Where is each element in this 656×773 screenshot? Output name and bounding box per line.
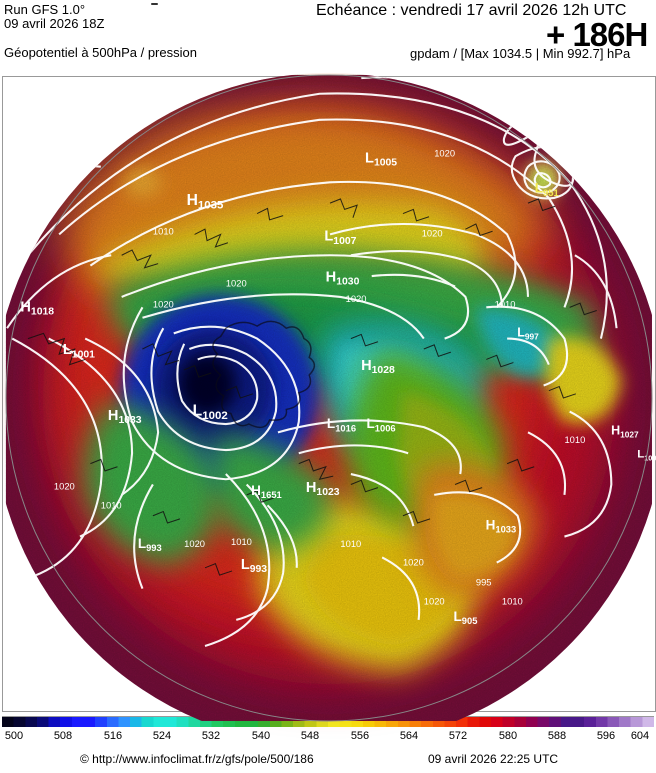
svg-text:1020: 1020 [184, 539, 205, 549]
svg-text:1020: 1020 [424, 596, 445, 606]
svg-text:1008: 1008 [44, 169, 65, 179]
svg-text:1010: 1010 [502, 596, 523, 606]
svg-text:1010: 1010 [554, 112, 575, 122]
svg-text:1020: 1020 [422, 228, 443, 238]
svg-text:1010: 1010 [495, 299, 516, 309]
svg-text:1020: 1020 [346, 294, 367, 304]
svg-text:1010: 1010 [116, 122, 137, 132]
svg-text:1010: 1010 [340, 539, 361, 549]
svg-text:995: 995 [476, 578, 492, 588]
svg-text:1020: 1020 [153, 299, 174, 309]
svg-text:1010: 1010 [153, 226, 174, 236]
svg-text:1020: 1020 [226, 279, 247, 289]
svg-text:1010: 1010 [564, 435, 585, 445]
svg-text:L1008: L1008 [148, 58, 174, 68]
svg-text:1020: 1020 [241, 54, 262, 64]
svg-text:1020: 1020 [54, 482, 75, 492]
svg-text:1020: 1020 [403, 558, 424, 568]
svg-text:1010: 1010 [101, 500, 122, 510]
svg-text:1020: 1020 [434, 148, 455, 158]
svg-text:1010: 1010 [231, 537, 252, 547]
